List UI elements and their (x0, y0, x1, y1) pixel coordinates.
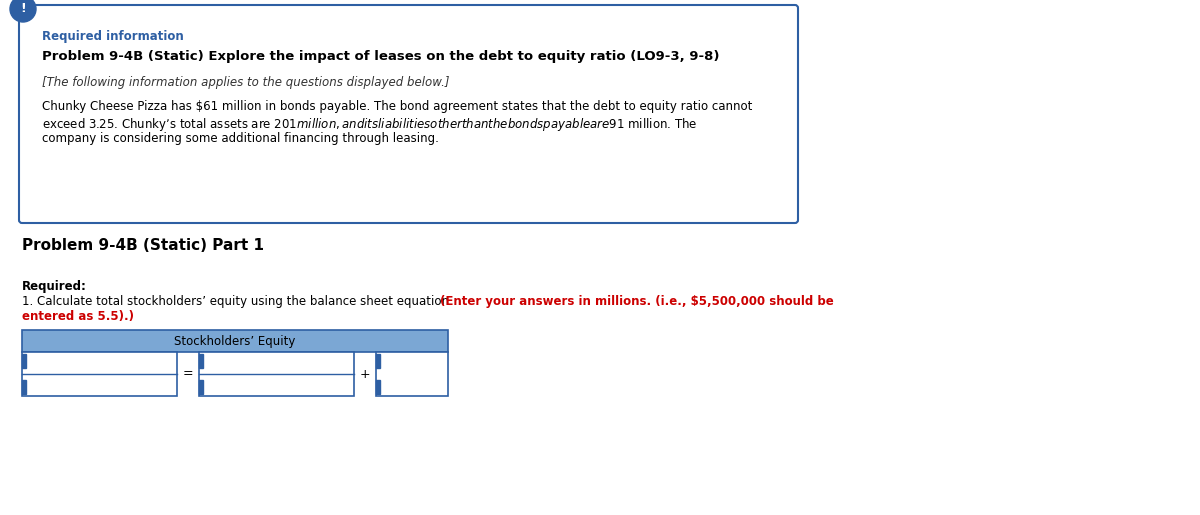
FancyBboxPatch shape (19, 5, 798, 223)
Text: Stockholders’ Equity: Stockholders’ Equity (174, 335, 295, 348)
Bar (376, 354, 380, 368)
Text: Required:: Required: (22, 280, 86, 293)
Text: (Enter your answers in millions. (i.e., $5,500,000 should be: (Enter your answers in millions. (i.e., … (440, 295, 834, 308)
FancyBboxPatch shape (22, 330, 448, 352)
Bar (199, 354, 203, 368)
Text: Chunky Cheese Pizza has $61 million in bonds payable. The bond agreement states : Chunky Cheese Pizza has $61 million in b… (42, 100, 752, 113)
Text: company is considering some additional financing through leasing.: company is considering some additional f… (42, 132, 439, 145)
Bar (199, 380, 203, 394)
Bar (376, 380, 380, 394)
Text: +: + (360, 368, 371, 381)
Text: !: ! (20, 3, 26, 15)
Text: exceed 3.25. Chunky’s total assets are $201 million, and its liabilities other t: exceed 3.25. Chunky’s total assets are $… (42, 116, 697, 133)
Text: 1. Calculate total stockholders’ equity using the balance sheet equation.: 1. Calculate total stockholders’ equity … (22, 295, 456, 308)
Bar (22, 380, 26, 394)
Bar (22, 354, 26, 368)
FancyBboxPatch shape (199, 352, 354, 396)
Text: Problem 9-4B (Static) Explore the impact of leases on the debt to equity ratio (: Problem 9-4B (Static) Explore the impact… (42, 50, 720, 63)
Circle shape (10, 0, 36, 22)
Text: entered as 5.5).): entered as 5.5).) (22, 310, 134, 323)
Text: Required information: Required information (42, 30, 184, 43)
Text: [The following information applies to the questions displayed below.]: [The following information applies to th… (42, 76, 450, 89)
FancyBboxPatch shape (376, 352, 448, 396)
Text: =: = (182, 368, 193, 381)
FancyBboxPatch shape (22, 352, 178, 396)
Text: Problem 9-4B (Static) Part 1: Problem 9-4B (Static) Part 1 (22, 238, 264, 253)
